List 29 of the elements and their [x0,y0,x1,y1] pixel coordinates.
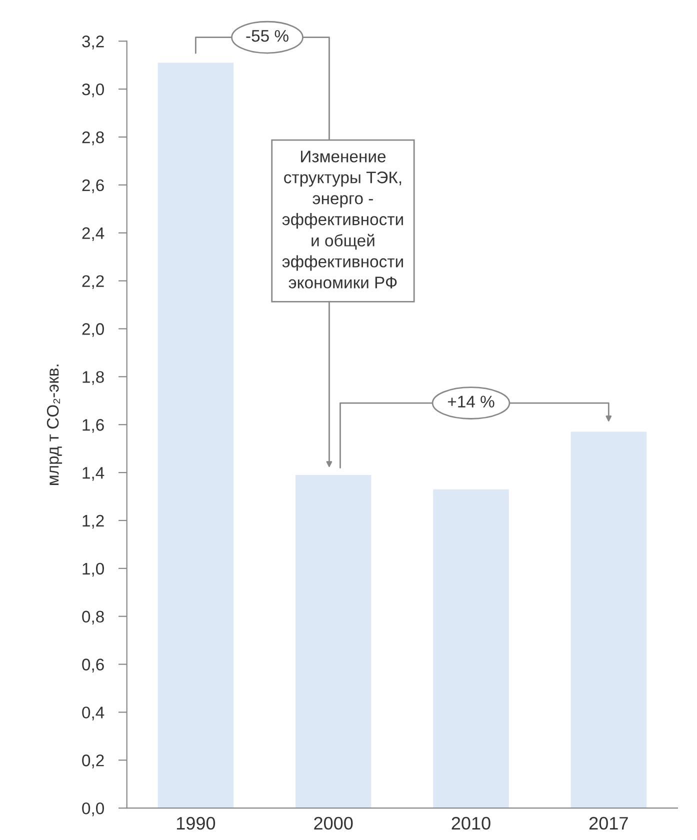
x-tick-label: 2000 [314,816,353,830]
y-tick-label: 0,0 [82,802,104,816]
x-tick-label: 1990 [176,816,216,830]
y-tick-label: 1,4 [82,467,104,481]
y-tick-label: 2,8 [82,131,104,146]
y-tick-label: 2,4 [82,227,104,242]
y-tick-label: 0,4 [82,706,104,720]
y-axis-title: млрд т CO₂-экв. [46,364,62,485]
bar [570,432,647,808]
y-tick-label: 1,6 [82,419,104,433]
y-tick-label: 1,8 [82,371,104,385]
bar [433,489,509,808]
annotation: +14 % [448,396,494,408]
y-tick-label: 2,0 [82,323,104,337]
y-tick-label: 3,0 [82,83,104,98]
y-tick-label: 1,2 [82,514,104,529]
y-tick-label: 2,2 [82,275,104,289]
bar [158,62,234,808]
annotation: -55 % [246,30,288,42]
y-tick-label: 0,8 [82,610,104,625]
y-tick-label: 1,0 [82,562,104,577]
y-tick-label: 0,2 [82,754,104,768]
y-tick-label: 2,6 [82,179,104,194]
y-tick-label: 0,6 [82,658,104,672]
y-tick-label: 3,2 [82,36,104,50]
x-tick-label: 2010 [452,816,490,830]
x-tick-label: 2017 [589,816,628,830]
bar [295,474,372,808]
annotation: Изменение структуры ТЭК, энерго - эффективности и общей эффективности экономики РФ [282,150,403,288]
